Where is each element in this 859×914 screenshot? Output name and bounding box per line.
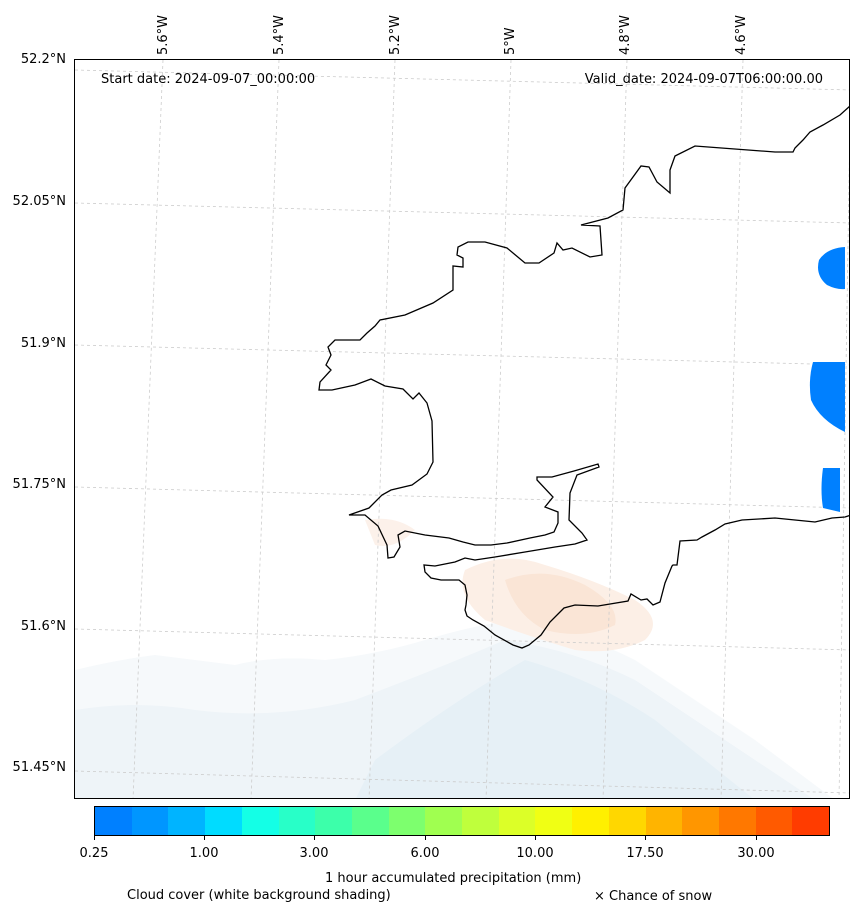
lon-label-5-4w: 5.4°W: [272, 14, 287, 55]
snow-caption: × Chance of snow: [594, 889, 713, 904]
colorbar-swatch-5: [278, 807, 316, 835]
colorbar-swatch-1: [131, 807, 169, 835]
colorbar-tick-label: 17.50: [626, 846, 664, 861]
colorbar-tick-label: 0.25: [79, 846, 109, 861]
map-canvas: [75, 60, 849, 798]
precipitation-shading: [809, 247, 845, 512]
colorbar-tick-label: 6.00: [410, 846, 440, 861]
colorbar-swatch-11: [498, 807, 536, 835]
colorbar-tick-label: 1.00: [189, 846, 219, 861]
colorbar-swatch-18: [755, 807, 793, 835]
lat-label-51-75: 51.75°N: [12, 477, 66, 492]
colorbar-swatch-16: [682, 807, 719, 835]
precipitation-colorbar: [94, 806, 830, 836]
colorbar-swatch-10: [462, 807, 499, 835]
colorbar-swatch-15: [645, 807, 683, 835]
start-date-label: Start date: 2024-09-07_00:00:00: [101, 72, 316, 87]
cloud-cover-shading: [75, 620, 833, 798]
colorbar-tick-label: 3.00: [299, 846, 329, 861]
lon-label-4-6w: 4.6°W: [734, 14, 749, 55]
lon-label-5-2w: 5.2°W: [388, 14, 403, 55]
colorbar-swatch-9: [425, 807, 463, 835]
colorbar-swatch-19: [792, 807, 830, 835]
colorbar-swatch-0: [95, 807, 132, 835]
lat-label-52-05: 52.05°N: [12, 194, 66, 209]
lat-label-51-45: 51.45°N: [12, 760, 66, 775]
precip-blob-3: [821, 468, 840, 512]
colorbar-swatch-7: [351, 807, 389, 835]
lat-label-51-9: 51.9°N: [20, 336, 66, 351]
colorbar-label: 1 hour accumulated precipitation (mm): [325, 871, 582, 886]
lat-label-51-6: 51.6°N: [20, 619, 66, 634]
lon-label-5-6w: 5.6°W: [156, 14, 171, 55]
lon-label-4-8w: 4.8°W: [618, 14, 633, 55]
lon-label-5w: 5°W: [503, 27, 518, 55]
colorbar-swatch-12: [535, 807, 573, 835]
lat-label-52-2: 52.2°N: [20, 52, 66, 67]
map-panel: Start date: 2024-09-07_00:00:00 Valid_da…: [74, 59, 850, 799]
colorbar-swatch-6: [315, 807, 352, 835]
colorbar-tick-label: 10.00: [516, 846, 554, 861]
precip-blob-2: [809, 362, 845, 432]
colorbar-swatch-13: [572, 807, 609, 835]
cloud-cover-caption: Cloud cover (white background shading): [127, 888, 391, 903]
precip-blob-1: [818, 247, 845, 290]
colorbar-swatch-4: [241, 807, 279, 835]
colorbar-swatch-17: [718, 807, 756, 835]
colorbar-swatch-8: [388, 807, 426, 835]
coastline: [318, 105, 849, 649]
colorbar-swatch-14: [608, 807, 646, 835]
colorbar-swatch-2: [168, 807, 206, 835]
colorbar-swatch-3: [205, 807, 242, 835]
valid-date-label: Valid_date: 2024-09-07T06:00:00.00: [584, 72, 823, 87]
colorbar-tick-label: 30.00: [737, 846, 775, 861]
warm-shading: [365, 518, 653, 652]
